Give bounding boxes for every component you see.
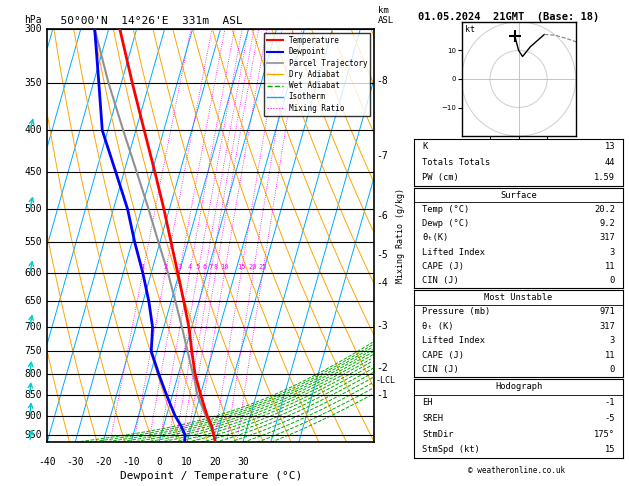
Text: -1: -1 — [604, 398, 615, 407]
Text: -7: -7 — [376, 151, 387, 161]
Text: 317: 317 — [599, 322, 615, 330]
Text: 350: 350 — [25, 78, 42, 88]
Text: 15: 15 — [237, 263, 245, 270]
Text: EH: EH — [422, 398, 433, 407]
Text: 11: 11 — [604, 350, 615, 360]
Text: StmSpd (kt): StmSpd (kt) — [422, 446, 480, 454]
Text: -30: -30 — [66, 457, 84, 467]
Text: 30: 30 — [237, 457, 248, 467]
Text: 20: 20 — [209, 457, 221, 467]
Text: 3: 3 — [610, 336, 615, 345]
Text: Temp (°C): Temp (°C) — [422, 205, 469, 214]
Text: CIN (J): CIN (J) — [422, 365, 459, 374]
Text: Dewpoint / Temperature (°C): Dewpoint / Temperature (°C) — [120, 471, 302, 481]
Text: 3: 3 — [610, 248, 615, 257]
Text: θₜ (K): θₜ (K) — [422, 322, 454, 330]
Text: StmDir: StmDir — [422, 430, 454, 439]
Text: 2: 2 — [163, 263, 167, 270]
Text: PW (cm): PW (cm) — [422, 174, 459, 182]
Text: K: K — [422, 142, 428, 151]
Text: Pressure (mb): Pressure (mb) — [422, 307, 491, 316]
Text: 3: 3 — [177, 263, 181, 270]
Text: CAPE (J): CAPE (J) — [422, 262, 464, 271]
Text: -LCL: -LCL — [376, 376, 396, 385]
Text: Most Unstable: Most Unstable — [484, 293, 553, 302]
Text: -10: -10 — [122, 457, 140, 467]
Text: -40: -40 — [38, 457, 56, 467]
Text: 10: 10 — [181, 457, 193, 467]
Text: 11: 11 — [604, 262, 615, 271]
Text: 175°: 175° — [594, 430, 615, 439]
Text: CIN (J): CIN (J) — [422, 276, 459, 285]
Text: kt: kt — [465, 25, 475, 35]
Text: -5: -5 — [376, 250, 387, 260]
Text: 8: 8 — [214, 263, 218, 270]
Text: © weatheronline.co.uk: © weatheronline.co.uk — [469, 466, 565, 475]
Text: 44: 44 — [604, 158, 615, 167]
Text: Hodograph: Hodograph — [495, 382, 542, 391]
Text: 5: 5 — [196, 263, 200, 270]
Text: Surface: Surface — [500, 191, 537, 200]
Text: Lifted Index: Lifted Index — [422, 336, 485, 345]
Text: -8: -8 — [376, 76, 387, 87]
Text: 20.2: 20.2 — [594, 205, 615, 214]
Text: 450: 450 — [25, 167, 42, 177]
Text: 700: 700 — [25, 322, 42, 332]
Text: 300: 300 — [25, 24, 42, 34]
Text: 50°00'N  14°26'E  331m  ASL: 50°00'N 14°26'E 331m ASL — [47, 16, 243, 26]
Text: Mixing Ratio (g/kg): Mixing Ratio (g/kg) — [396, 188, 405, 283]
Text: 6: 6 — [203, 263, 207, 270]
Text: 650: 650 — [25, 296, 42, 306]
Text: -2: -2 — [376, 364, 387, 373]
Text: 550: 550 — [25, 237, 42, 247]
Text: 9.2: 9.2 — [599, 219, 615, 228]
Text: Totals Totals: Totals Totals — [422, 158, 491, 167]
Text: 750: 750 — [25, 347, 42, 356]
Text: 0: 0 — [610, 365, 615, 374]
Text: CAPE (J): CAPE (J) — [422, 350, 464, 360]
Text: Dewp (°C): Dewp (°C) — [422, 219, 469, 228]
Text: 15: 15 — [604, 446, 615, 454]
Text: hPa: hPa — [25, 15, 42, 25]
Text: 13: 13 — [604, 142, 615, 151]
Text: -6: -6 — [376, 211, 387, 221]
Text: 400: 400 — [25, 125, 42, 135]
Text: 4: 4 — [187, 263, 192, 270]
Text: 01.05.2024  21GMT  (Base: 18): 01.05.2024 21GMT (Base: 18) — [418, 12, 599, 22]
X-axis label: kt: kt — [514, 149, 523, 158]
Text: 1: 1 — [140, 263, 145, 270]
Text: km
ASL: km ASL — [377, 6, 394, 25]
Text: -20: -20 — [94, 457, 112, 467]
Text: Lifted Index: Lifted Index — [422, 248, 485, 257]
Text: 600: 600 — [25, 268, 42, 278]
Text: -4: -4 — [376, 278, 387, 288]
Text: θₜ(K): θₜ(K) — [422, 233, 448, 243]
Text: 800: 800 — [25, 369, 42, 379]
Text: 950: 950 — [25, 430, 42, 439]
Text: -1: -1 — [376, 390, 387, 399]
Legend: Temperature, Dewpoint, Parcel Trajectory, Dry Adiabat, Wet Adiabat, Isotherm, Mi: Temperature, Dewpoint, Parcel Trajectory… — [264, 33, 370, 116]
Text: 7: 7 — [208, 263, 213, 270]
Text: 900: 900 — [25, 411, 42, 420]
Text: 10: 10 — [220, 263, 229, 270]
Text: 0: 0 — [610, 276, 615, 285]
Text: 25: 25 — [259, 263, 267, 270]
Text: 971: 971 — [599, 307, 615, 316]
Text: 317: 317 — [599, 233, 615, 243]
Text: 850: 850 — [25, 390, 42, 400]
Text: 500: 500 — [25, 204, 42, 214]
Text: 20: 20 — [249, 263, 257, 270]
Text: -3: -3 — [376, 321, 387, 331]
Text: -5: -5 — [604, 414, 615, 423]
Text: 0: 0 — [156, 457, 162, 467]
Text: 1.59: 1.59 — [594, 174, 615, 182]
Text: SREH: SREH — [422, 414, 443, 423]
